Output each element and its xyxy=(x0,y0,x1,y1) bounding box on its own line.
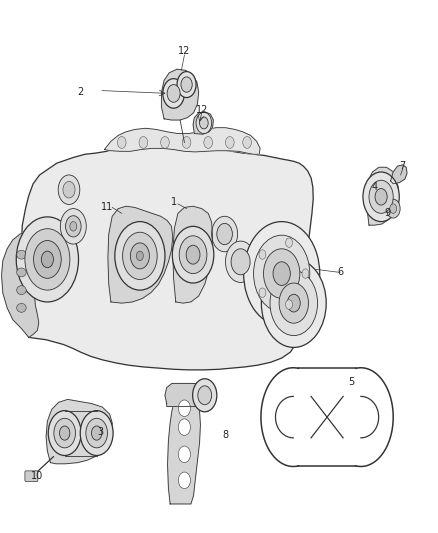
Text: 9: 9 xyxy=(385,208,391,219)
Circle shape xyxy=(286,238,293,247)
Circle shape xyxy=(178,419,191,435)
Circle shape xyxy=(217,223,233,245)
Ellipse shape xyxy=(17,251,26,259)
Text: 3: 3 xyxy=(97,427,103,437)
Circle shape xyxy=(70,222,77,231)
Circle shape xyxy=(60,426,70,440)
Circle shape xyxy=(390,204,397,213)
Polygon shape xyxy=(104,128,260,154)
Circle shape xyxy=(386,199,400,218)
Text: 7: 7 xyxy=(399,161,406,171)
Circle shape xyxy=(279,283,308,323)
Circle shape xyxy=(41,251,53,268)
Circle shape xyxy=(226,136,234,148)
Polygon shape xyxy=(165,383,207,407)
Circle shape xyxy=(270,271,318,336)
Circle shape xyxy=(136,251,143,261)
Circle shape xyxy=(167,85,180,102)
Circle shape xyxy=(177,71,196,98)
Circle shape xyxy=(139,136,148,148)
Circle shape xyxy=(264,249,300,298)
Ellipse shape xyxy=(17,303,26,312)
Circle shape xyxy=(115,222,165,290)
FancyBboxPatch shape xyxy=(25,471,38,481)
Polygon shape xyxy=(173,206,212,303)
Polygon shape xyxy=(21,140,313,370)
Circle shape xyxy=(178,400,191,416)
Text: 10: 10 xyxy=(31,471,43,481)
Circle shape xyxy=(63,181,75,198)
Circle shape xyxy=(259,288,266,297)
Circle shape xyxy=(198,386,212,405)
Circle shape xyxy=(212,216,237,252)
Text: 8: 8 xyxy=(223,430,229,440)
Circle shape xyxy=(254,235,310,312)
Polygon shape xyxy=(168,393,201,504)
Circle shape xyxy=(179,236,207,273)
Circle shape xyxy=(204,136,212,148)
Circle shape xyxy=(226,241,256,282)
Polygon shape xyxy=(108,206,173,303)
Circle shape xyxy=(66,216,81,237)
Text: 5: 5 xyxy=(348,377,354,386)
Text: 1: 1 xyxy=(170,197,177,206)
Circle shape xyxy=(117,136,126,148)
Circle shape xyxy=(200,117,208,129)
Polygon shape xyxy=(391,165,407,184)
Circle shape xyxy=(54,418,75,448)
Circle shape xyxy=(123,232,157,279)
Circle shape xyxy=(92,426,102,440)
Circle shape xyxy=(34,240,61,278)
Polygon shape xyxy=(2,231,42,337)
Circle shape xyxy=(243,136,251,148)
Circle shape xyxy=(375,189,387,205)
Circle shape xyxy=(131,243,149,269)
Circle shape xyxy=(172,227,214,283)
Circle shape xyxy=(369,180,393,213)
Circle shape xyxy=(181,77,192,92)
Circle shape xyxy=(261,259,326,348)
Ellipse shape xyxy=(17,268,26,277)
Polygon shape xyxy=(367,167,399,225)
Circle shape xyxy=(161,136,169,148)
Circle shape xyxy=(186,245,200,264)
Text: 11: 11 xyxy=(100,203,113,213)
Ellipse shape xyxy=(17,286,26,295)
Text: 4: 4 xyxy=(371,182,378,192)
Circle shape xyxy=(163,79,184,108)
Circle shape xyxy=(178,446,191,463)
Circle shape xyxy=(302,269,309,278)
Circle shape xyxy=(60,208,86,244)
Circle shape xyxy=(80,410,113,456)
Text: 6: 6 xyxy=(337,268,343,277)
Circle shape xyxy=(182,136,191,148)
Polygon shape xyxy=(46,399,112,464)
Circle shape xyxy=(86,418,107,448)
Polygon shape xyxy=(162,69,199,120)
Text: 12: 12 xyxy=(195,105,208,115)
Circle shape xyxy=(287,294,300,312)
Circle shape xyxy=(193,379,217,412)
Circle shape xyxy=(25,229,70,290)
Circle shape xyxy=(286,300,293,309)
Text: 2: 2 xyxy=(78,87,84,97)
Circle shape xyxy=(58,175,80,205)
Circle shape xyxy=(244,222,320,326)
Circle shape xyxy=(259,250,266,259)
Circle shape xyxy=(48,410,81,456)
Circle shape xyxy=(231,249,250,275)
Circle shape xyxy=(16,217,78,302)
Circle shape xyxy=(273,262,290,285)
Polygon shape xyxy=(193,112,213,134)
Circle shape xyxy=(178,472,191,489)
Text: 12: 12 xyxy=(178,46,191,56)
Circle shape xyxy=(196,112,212,134)
Circle shape xyxy=(363,172,399,222)
